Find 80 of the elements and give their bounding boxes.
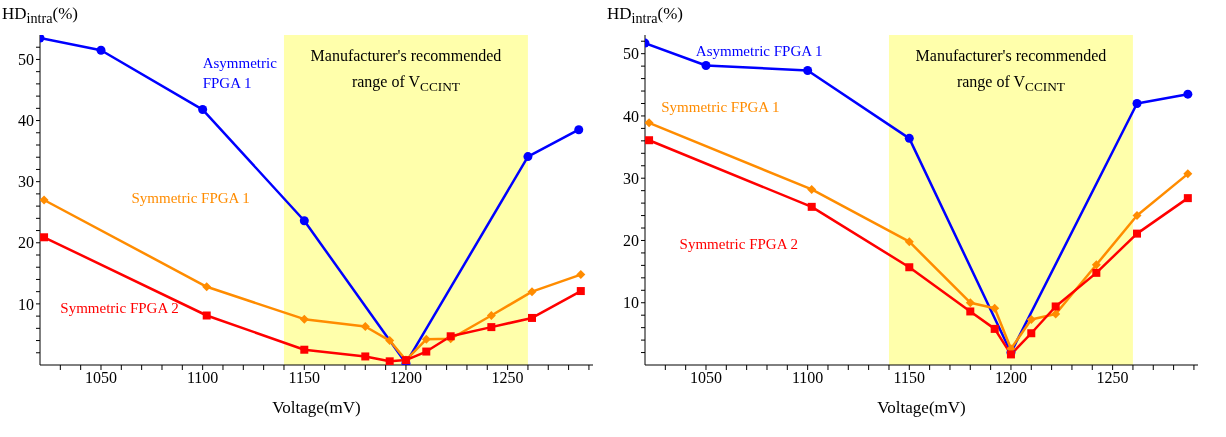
point: [487, 323, 496, 332]
point: [1132, 211, 1142, 221]
x-tick-label: 1200: [389, 369, 422, 387]
x-tick-label: 1100: [791, 369, 824, 387]
point: [1092, 268, 1101, 277]
point: [965, 298, 975, 308]
x-axis-title: Voltage(mV): [272, 398, 361, 417]
x-tick-label: 1100: [186, 369, 219, 387]
point: [300, 345, 309, 354]
band-label: Manufacturer's recommended range of V$_{CCINT}$: [914, 46, 1108, 97]
point: [40, 195, 49, 205]
y-tick-label: 40: [18, 112, 34, 130]
x-tick-label: 1200: [994, 369, 1027, 387]
point: [299, 314, 309, 324]
x-tick-label: 1150: [288, 369, 320, 387]
point: [807, 184, 817, 194]
point: [576, 287, 585, 296]
point: [198, 105, 208, 115]
y-tick-label: 40: [623, 107, 639, 125]
series-label: Asymmetric FPGA 1: [695, 43, 823, 60]
series-label: Symmetric FPGA 2: [679, 236, 798, 253]
point: [990, 324, 999, 333]
series-label: Asymmetric FPGA 1: [202, 55, 277, 92]
band-label: Manufacturer's recommended range of V$_{CCINT}$: [309, 46, 503, 97]
point: [1027, 329, 1036, 338]
y-tick-label: 50: [623, 45, 639, 63]
point: [574, 125, 584, 135]
point: [1183, 194, 1192, 203]
y-tick-label: 30: [18, 173, 34, 191]
point: [523, 152, 533, 162]
point: [966, 307, 975, 316]
y-tick-label: 30: [623, 169, 639, 187]
x-tick-label: 1150: [893, 369, 925, 387]
point: [1091, 260, 1101, 270]
point: [645, 136, 654, 145]
point: [528, 313, 537, 322]
point: [486, 311, 496, 320]
point: [1026, 315, 1036, 325]
point: [202, 311, 211, 320]
point: [1132, 98, 1142, 108]
x-tick-label: 1050: [84, 369, 117, 387]
point: [807, 202, 816, 211]
point: [361, 352, 370, 361]
point: [1183, 169, 1193, 179]
point: [202, 282, 212, 292]
y-axis-title: HD$_{intra}$(%): [607, 4, 683, 28]
y-tick-label: 50: [18, 51, 34, 69]
point: [299, 216, 309, 226]
x-tick-label: 1250: [1096, 369, 1129, 387]
point: [576, 270, 586, 280]
series-label: Symmetric FPGA 1: [661, 99, 780, 116]
point: [422, 347, 431, 356]
x-tick-label: 1050: [689, 369, 722, 387]
point: [803, 65, 813, 75]
point: [527, 287, 537, 297]
point: [905, 263, 914, 272]
x-axis-title: Voltage(mV): [877, 398, 966, 417]
point: [385, 336, 395, 346]
text: Symmetric FPGA 1: [131, 189, 250, 206]
point: [1183, 89, 1193, 99]
point: [1051, 302, 1060, 311]
point: [360, 322, 370, 331]
point: [40, 233, 49, 242]
y-axis-title: HD$_{intra}$(%): [2, 4, 78, 28]
series-label: Symmetric FPGA 2: [60, 299, 179, 316]
point: [1051, 309, 1061, 319]
point: [96, 45, 106, 55]
y-tick-label: 20: [18, 234, 34, 252]
y-tick-label: 10: [18, 295, 34, 313]
point: [645, 118, 654, 128]
point: [421, 334, 431, 344]
point: [904, 237, 914, 247]
y-tick-label: 20: [623, 232, 639, 250]
y-tick-label: 10: [623, 294, 639, 312]
x-tick-label: 1250: [491, 369, 524, 387]
point: [990, 303, 1000, 313]
point: [904, 133, 914, 143]
point: [701, 61, 711, 71]
point: [385, 357, 394, 365]
point: [1133, 229, 1142, 238]
